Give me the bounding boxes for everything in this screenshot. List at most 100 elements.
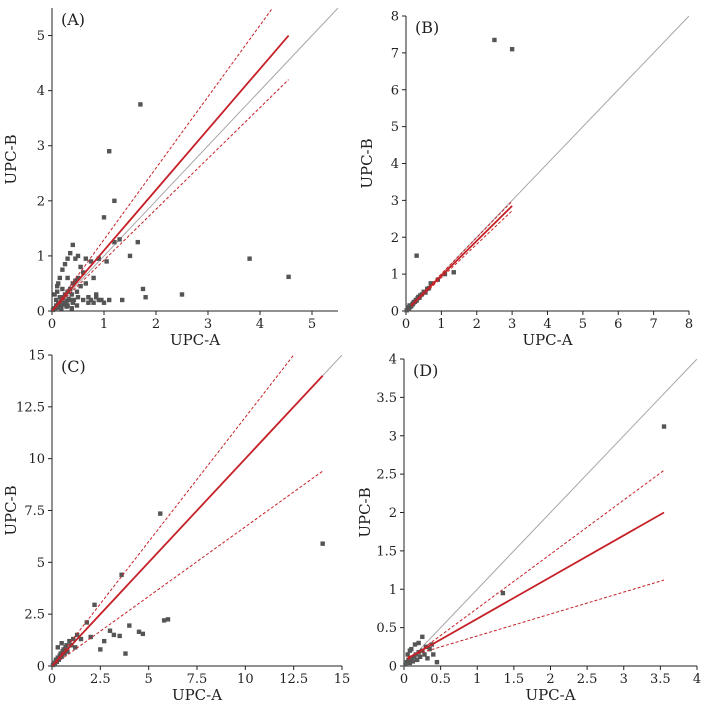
y-tick-label: 2 — [391, 231, 399, 246]
data-point — [416, 640, 421, 646]
data-point — [117, 237, 122, 242]
data-point — [67, 638, 72, 644]
y-tick-label: 0 — [37, 660, 45, 675]
data-point — [107, 149, 112, 154]
y-tick-label: 5 — [37, 29, 45, 44]
data-point — [86, 300, 91, 305]
x-tick-label: 0 — [48, 317, 56, 332]
x-tick-label: 0 — [400, 672, 408, 687]
data-point — [55, 284, 60, 289]
y-tick-label: 5 — [391, 120, 399, 135]
data-point — [422, 652, 427, 657]
y-tick-label: 4 — [391, 157, 399, 172]
data-point — [88, 634, 93, 640]
data-point — [143, 295, 148, 300]
data-point — [98, 647, 103, 652]
data-point — [81, 297, 86, 303]
data-point — [320, 541, 325, 546]
x-tick-label: 15 — [334, 672, 351, 687]
x-axis-label: UPC-A — [522, 331, 572, 349]
data-point — [410, 659, 415, 664]
x-axis-label: UPC-A — [172, 686, 222, 704]
data-point — [59, 306, 64, 311]
data-point — [52, 292, 57, 297]
data-point — [425, 656, 430, 661]
y-tick-label: 0 — [37, 305, 45, 320]
data-point — [86, 295, 91, 300]
x-tick-label: 7.5 — [187, 672, 208, 687]
x-tick-label: 2 — [546, 672, 554, 687]
data-point — [127, 253, 133, 259]
data-point — [117, 633, 122, 639]
data-point — [492, 37, 497, 43]
x-tick-label: 2 — [473, 317, 481, 332]
data-point — [140, 631, 146, 637]
y-axis-label: UPC-B — [358, 138, 376, 188]
y-tick-label: 8 — [391, 10, 399, 25]
y-tick-label: 1 — [389, 583, 397, 598]
data-point — [69, 306, 74, 311]
data-point — [138, 102, 143, 107]
data-point — [107, 297, 112, 303]
data-point — [60, 286, 65, 292]
data-point — [96, 297, 101, 303]
data-point — [102, 638, 107, 644]
y-tick-label: 3 — [37, 139, 45, 154]
ci-upper-line — [52, 8, 274, 311]
data-point — [64, 304, 69, 309]
regression-line — [52, 34, 290, 311]
data-point — [68, 250, 73, 256]
data-point — [96, 256, 101, 261]
data-point — [91, 300, 96, 305]
data-point — [111, 632, 117, 638]
x-tick-label: 0 — [48, 672, 56, 687]
data-point — [74, 289, 80, 294]
y-tick-label: 6 — [391, 83, 399, 98]
data-point — [286, 274, 291, 280]
x-tick-label: 5 — [145, 672, 153, 687]
data-point — [70, 281, 75, 286]
y-tick-label: 2 — [37, 194, 45, 209]
data-point — [68, 297, 73, 303]
data-point — [55, 305, 60, 310]
data-point — [64, 643, 69, 648]
data-point — [161, 618, 167, 623]
data-point — [417, 654, 423, 659]
y-tick-label: 2.5 — [24, 608, 45, 623]
y-tick-label: 15 — [28, 349, 45, 364]
data-point — [412, 642, 418, 647]
data-point — [84, 620, 89, 625]
x-tick-label: 1 — [100, 317, 108, 332]
data-point — [57, 275, 62, 281]
data-point — [414, 253, 419, 258]
data-point — [69, 292, 74, 297]
y-tick-label: 10 — [28, 452, 45, 467]
data-point — [165, 617, 171, 622]
y-tick-label: 0 — [391, 305, 399, 320]
x-tick-label: 2.5 — [90, 672, 111, 687]
data-point — [55, 645, 60, 650]
data-point — [405, 305, 410, 310]
panel-c: 0 2.5 5 7.5 10 12.5 15 0 2.5 5 7.5 10 12.5 15 (C) UPC-A… — [2, 349, 350, 705]
data-point — [75, 253, 81, 259]
x-tick-label: 5 — [308, 317, 316, 332]
panel-d: 0 0.5 1 1.5 2 2.5 3 3.5 4 0 0.5 1 1.5 2 2.5 3 3.5 4 (D) UPC… — [356, 353, 701, 705]
panel-label: (B) — [415, 18, 439, 37]
data-point — [136, 629, 142, 634]
x-tick-label: 10 — [237, 672, 254, 687]
data-point — [55, 289, 60, 294]
data-point — [65, 256, 70, 261]
panel-b: 0 1 2 3 4 5 6 7 8 0 1 2 3 4 5 6 7 8 (B) UPC-A UPC-B — [358, 10, 693, 350]
y-axis-label: UPC-B — [2, 485, 20, 535]
data-point — [75, 295, 81, 300]
data-point — [500, 590, 506, 596]
data-point — [428, 281, 433, 286]
y-tick-label: 2 — [389, 506, 397, 521]
x-tick-label: 8 — [685, 317, 693, 332]
identity-line — [406, 16, 689, 311]
data-point — [75, 275, 81, 281]
y-tick-label: 5 — [37, 556, 45, 571]
data-point — [71, 297, 77, 303]
data-point — [70, 242, 75, 248]
